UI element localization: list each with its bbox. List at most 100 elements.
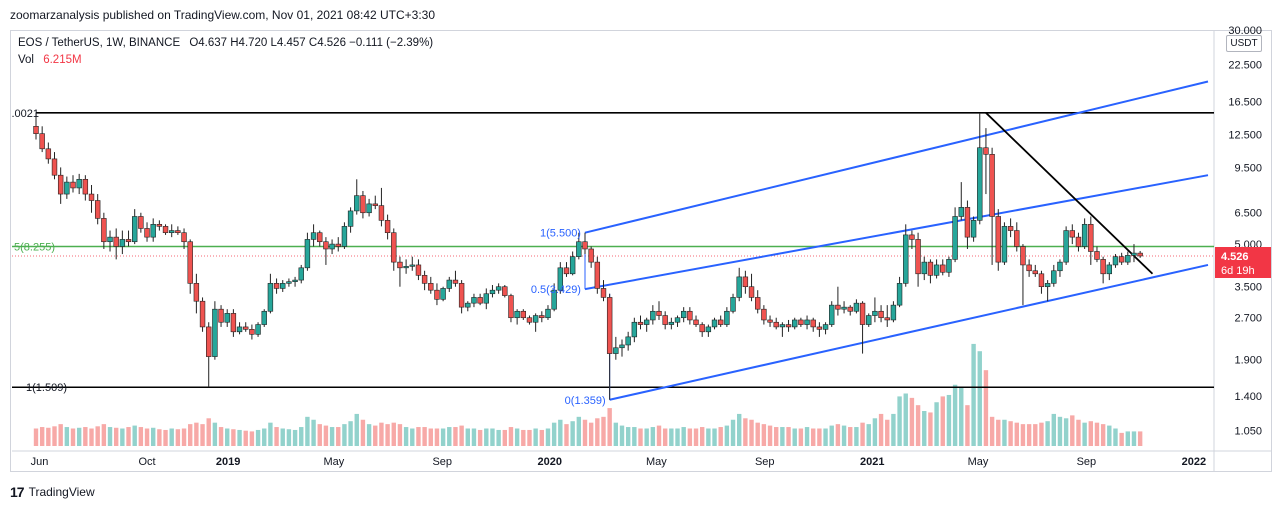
tradingview-logo-icon: 17 xyxy=(10,484,25,500)
candle-body xyxy=(1094,251,1100,260)
candle-body xyxy=(995,216,1001,263)
candle-body xyxy=(125,239,132,243)
candle-body xyxy=(520,310,527,319)
volume-bar xyxy=(1070,415,1075,446)
volume-bar xyxy=(891,413,896,446)
volume-bar xyxy=(613,422,619,446)
volume-bar xyxy=(582,419,588,446)
candle-body xyxy=(1088,224,1094,252)
candle-body xyxy=(909,234,915,240)
volume-bar xyxy=(804,427,810,446)
volume-bar xyxy=(169,428,174,446)
candle-body xyxy=(576,241,582,257)
volume-bar xyxy=(255,429,261,446)
candle-body xyxy=(1063,230,1069,263)
volume-bar xyxy=(1033,424,1038,446)
price-tick-label: 3.500 xyxy=(1234,282,1262,294)
candle-body xyxy=(952,216,958,260)
volume-value: 6.215M xyxy=(43,54,82,66)
candle-body xyxy=(563,267,570,275)
volume-bar xyxy=(959,387,964,446)
volume-bar xyxy=(262,428,267,446)
candle-body xyxy=(847,306,853,312)
candle-body xyxy=(989,154,995,217)
candle-body xyxy=(1118,256,1125,263)
candle-body xyxy=(668,321,675,325)
time-tick-label: May xyxy=(968,456,989,468)
candle-body xyxy=(785,324,792,328)
candle-body xyxy=(193,283,200,302)
price-tick-label: 2.700 xyxy=(1234,313,1262,325)
price-tick-label: 1.050 xyxy=(1234,426,1262,438)
candle-body xyxy=(403,266,409,269)
candle-body xyxy=(983,147,989,155)
annotation-label: 1(5.500) xyxy=(540,228,581,240)
volume-bar xyxy=(823,428,828,446)
volume-bar xyxy=(107,427,113,446)
volume-bar xyxy=(946,394,952,446)
candle-body xyxy=(1020,246,1026,266)
last-price-badge xyxy=(1215,246,1271,278)
candle-body xyxy=(557,267,564,291)
candle-body xyxy=(335,243,341,247)
candle-body xyxy=(323,241,329,250)
volume-bar xyxy=(588,422,594,446)
candle-body xyxy=(421,275,428,284)
volume-bar xyxy=(268,422,273,446)
candle-body xyxy=(502,286,508,296)
volume-bar xyxy=(539,429,545,446)
candle-body xyxy=(878,310,884,319)
volume-bar xyxy=(1063,418,1069,446)
volume-bar xyxy=(965,405,970,446)
volume-bar xyxy=(1088,421,1093,446)
candle-body xyxy=(977,147,983,221)
volume-bar xyxy=(329,427,335,446)
candle-body xyxy=(440,288,446,300)
volume-bar xyxy=(126,427,131,446)
candle-body xyxy=(970,220,977,238)
candle-body xyxy=(88,193,95,201)
candle-body xyxy=(489,289,496,295)
volume-bar xyxy=(212,422,218,446)
volume-bar xyxy=(428,428,433,446)
candle-body xyxy=(1014,230,1020,247)
volume-bar xyxy=(1020,424,1026,446)
volume-bar xyxy=(798,428,804,446)
volume-bar xyxy=(755,422,760,446)
volume-bar xyxy=(774,427,779,446)
volume-bar xyxy=(699,427,705,446)
volume-bar xyxy=(737,413,742,446)
candle-body xyxy=(872,310,878,316)
volume-bar xyxy=(274,427,279,446)
volume-bar xyxy=(397,424,403,446)
candle-body xyxy=(582,241,588,250)
candle-body xyxy=(674,317,681,323)
volume-bar xyxy=(496,429,501,446)
volume-bar xyxy=(434,428,440,446)
candle-body xyxy=(1137,252,1143,257)
volume-bar xyxy=(983,370,989,446)
candle-body xyxy=(212,308,218,357)
candle-body xyxy=(1044,283,1051,288)
candle-body xyxy=(175,230,181,234)
volume-bar xyxy=(669,428,674,446)
candle-body xyxy=(792,319,798,328)
volume-bar xyxy=(940,396,945,446)
price-tick-label: 12.500 xyxy=(1228,130,1262,142)
time-tick-label: 2022 xyxy=(1182,456,1206,468)
volume-bar xyxy=(1107,425,1112,446)
volume-bar xyxy=(391,422,396,446)
symbol-line: EOS / TetherUS, 1W, BINANCE xyxy=(18,37,181,49)
volume-bar xyxy=(761,424,767,446)
candle-body xyxy=(483,293,489,304)
currency-badge[interactable]: USDT xyxy=(1226,35,1262,52)
candle-body xyxy=(804,319,810,325)
volume-bar xyxy=(570,421,575,446)
chart-frame[interactable] xyxy=(10,30,1272,472)
tradingview-logo[interactable]: 17 TradingView xyxy=(10,484,95,500)
volume-bar xyxy=(619,425,625,446)
volume-bar xyxy=(601,416,606,446)
candle-body xyxy=(1038,273,1045,288)
candle-body xyxy=(687,310,693,321)
